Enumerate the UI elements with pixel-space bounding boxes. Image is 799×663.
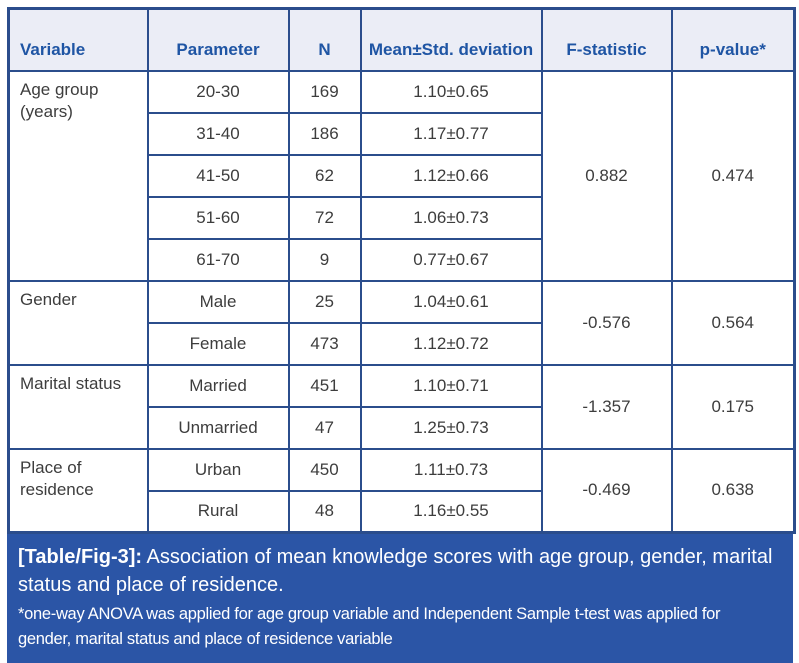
table-row: 61-70 9 0.77±0.67 [9, 237, 795, 282]
table-header: Variable Parameter N Mean±Std. deviation F-s… [7, 7, 796, 72]
f-statistic-cell: -1.357 [540, 363, 673, 450]
table-body: Age group (years) 20-30 169 1.10±0.65 0.882 0… [7, 69, 796, 534]
n-cell: 47 [287, 405, 362, 450]
table-row: Place of residence Urban 450 1.11±0.73 -0.46… [7, 447, 796, 534]
p-value-cell: 0.638 [670, 447, 796, 534]
parameter-cell: 31-40 [146, 111, 290, 156]
parameter-cell: 51-60 [146, 195, 290, 240]
table-row: Female 473 1.12±0.72 [9, 321, 795, 366]
table-row: 41-50 62 1.12±0.66 [9, 153, 795, 198]
parameter-cell: Male [146, 279, 290, 324]
p-value-cell: 0.564 [670, 279, 796, 366]
parameter-cell: 41-50 [146, 153, 290, 198]
n-cell: 9 [287, 237, 362, 282]
parameter-cell: Female [146, 321, 290, 366]
parameter-cell: 20-30 [146, 69, 290, 114]
header-cell: F-statistic [540, 7, 673, 72]
variable-cell: Age group (years) [7, 69, 149, 282]
table-row: Age group (years) 20-30 169 1.10±0.65 0.882 0… [7, 69, 796, 282]
mean-cell: 1.11±0.73 [359, 447, 543, 492]
n-cell: 48 [287, 489, 362, 534]
table-row: 31-40 186 1.17±0.77 [9, 111, 795, 156]
parameter-cell: Married [146, 363, 290, 408]
caption-band: [Table/Fig-3]: Association of mean knowl… [7, 534, 793, 663]
header-cell: p-value* [670, 7, 796, 72]
p-value-cell: 0.474 [670, 69, 796, 282]
mean-cell: 1.06±0.73 [359, 195, 543, 240]
mean-cell: 1.12±0.66 [359, 153, 543, 198]
n-cell: 451 [287, 363, 362, 408]
mean-cell: 1.04±0.61 [359, 279, 543, 324]
parameter-cell: Rural [146, 489, 290, 534]
table-figure: Variable Parameter N Mean±Std. deviation F-s… [7, 7, 796, 663]
parameter-cell: Unmarried [146, 405, 290, 450]
n-cell: 473 [287, 321, 362, 366]
mean-cell: 1.25±0.73 [359, 405, 543, 450]
header-cell: N [287, 7, 362, 72]
n-cell: 25 [287, 279, 362, 324]
variable-cell: Gender [7, 279, 149, 366]
table-row: 51-60 72 1.06±0.73 [9, 195, 795, 240]
mean-cell: 1.10±0.65 [359, 69, 543, 114]
mean-cell: 1.10±0.71 [359, 363, 543, 408]
header-cell: Variable [7, 7, 149, 72]
f-statistic-cell: -0.469 [540, 447, 673, 534]
n-cell: 62 [287, 153, 362, 198]
n-cell: 72 [287, 195, 362, 240]
n-cell: 450 [287, 447, 362, 492]
caption-label: [Table/Fig-3]: [18, 546, 143, 568]
table-caption: [Table/Fig-3]: Association of mean knowl… [18, 543, 775, 600]
f-statistic-cell: 0.882 [540, 69, 673, 282]
header-cell: Parameter [146, 7, 290, 72]
mean-cell: 1.16±0.55 [359, 489, 543, 534]
statistics-table: Variable Parameter N Mean±Std. deviation F-s… [7, 7, 796, 534]
header-cell: Mean±Std. deviation [359, 7, 543, 72]
parameter-cell: Urban [146, 447, 290, 492]
caption-text: Association of mean knowledge scores wit… [18, 546, 773, 597]
variable-cell: Marital status [7, 363, 149, 450]
table-row: Marital status Married 451 1.10±0.71 -1.357 0… [7, 363, 796, 450]
n-cell: 186 [287, 111, 362, 156]
variable-cell: Place of residence [7, 447, 149, 534]
caption-footnote: *one-way ANOVA was applied for age group… [18, 604, 721, 648]
table-row: Gender Male 25 1.04±0.61 -0.576 0.564 [7, 279, 796, 366]
header-row: Variable Parameter N Mean±Std. deviation F-s… [7, 7, 796, 72]
p-value-cell: 0.175 [670, 363, 796, 450]
f-statistic-cell: -0.576 [540, 279, 673, 366]
mean-cell: 1.17±0.77 [359, 111, 543, 156]
mean-cell: 0.77±0.67 [359, 237, 543, 282]
table-row: Rural 48 1.16±0.55 [9, 489, 795, 534]
n-cell: 169 [287, 69, 362, 114]
table-row: Unmarried 47 1.25±0.73 [9, 405, 795, 450]
mean-cell: 1.12±0.72 [359, 321, 543, 366]
parameter-cell: 61-70 [146, 237, 290, 282]
